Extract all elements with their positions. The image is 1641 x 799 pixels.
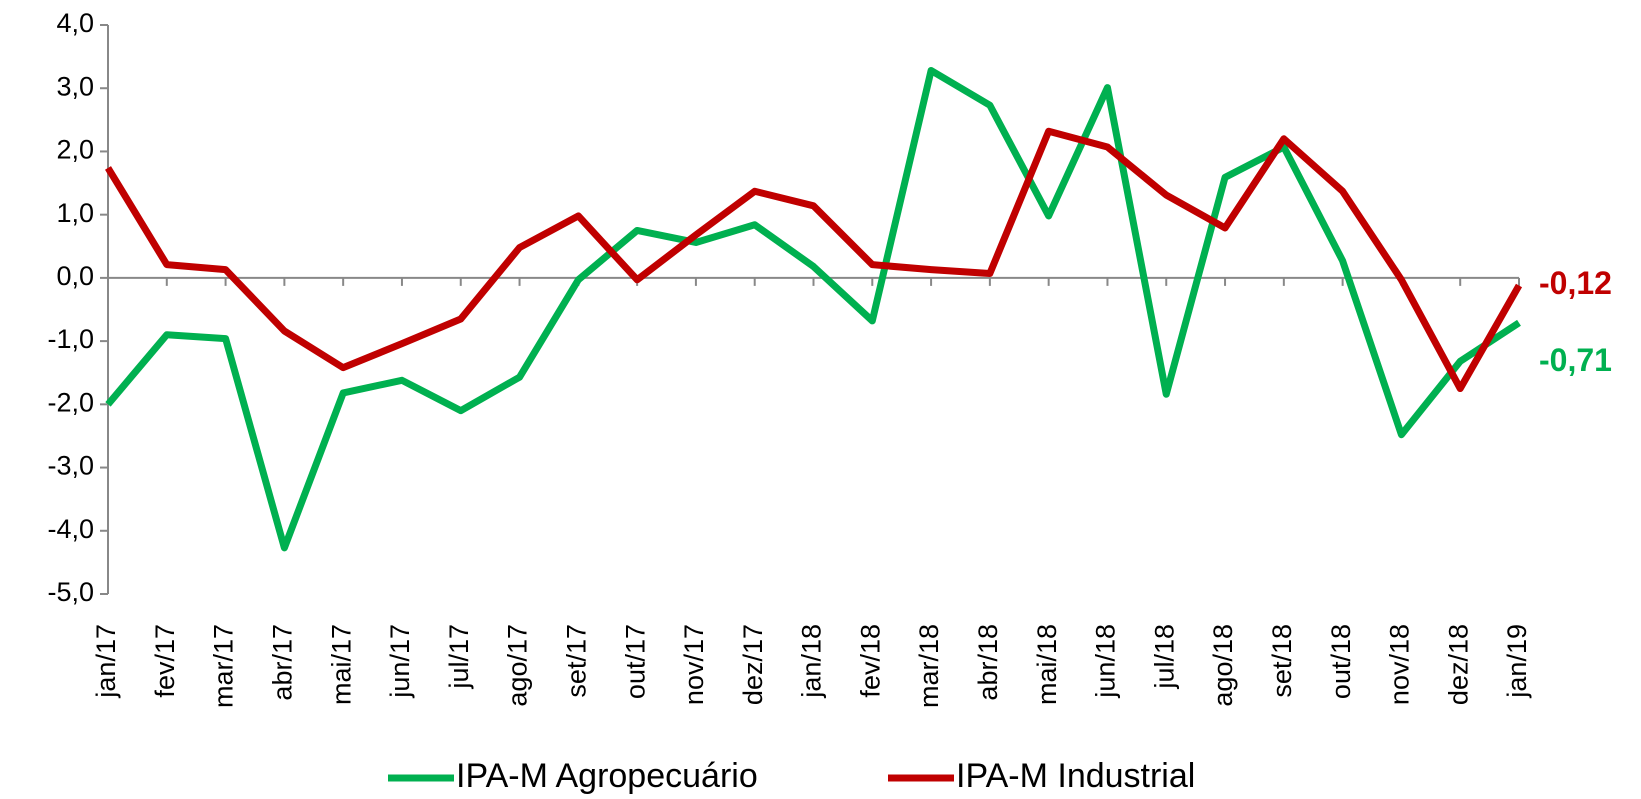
x-tick-label: nov/17 [679,624,709,705]
x-tick-label: set/18 [1267,624,1297,698]
y-tick-label: 3,0 [56,71,94,101]
x-tick-label: jun/17 [385,624,415,699]
x-tick-label: dez/18 [1443,624,1473,705]
x-tick-label: abr/17 [268,624,298,701]
series-line [105,67,1521,552]
x-tick-label: ago/17 [503,624,533,707]
y-tick-label: 4,0 [56,8,94,38]
y-tick-label: -4,0 [47,514,94,544]
x-tick-label: set/17 [561,624,591,698]
y-tick-label: 2,0 [56,135,94,165]
x-tick-label: fev/17 [150,624,180,698]
x-tick-label: fev/18 [855,624,885,698]
x-tick-label: mai/17 [326,624,356,705]
y-tick-label: -2,0 [47,387,94,417]
x-tick-label: mar/18 [914,624,944,708]
x-tick-label: out/18 [1326,624,1356,699]
x-tick-label: jul/18 [1149,624,1179,690]
y-tick-label: -5,0 [47,577,94,607]
x-tick-label: dez/17 [738,624,768,705]
y-tick-label: -1,0 [47,324,94,354]
x-tick-label: jan/19 [1502,624,1532,699]
y-tick-label: 0,0 [56,261,94,291]
x-tick-label: nov/18 [1385,624,1415,705]
x-tick-label: jul/17 [444,624,474,690]
x-tick-label: abr/18 [973,624,1003,701]
series-line [105,127,1523,393]
x-tick-label: out/17 [620,624,650,699]
x-tick-label: mai/18 [1032,624,1062,705]
value-label: -0,12 [1539,265,1612,301]
y-tick-label: -3,0 [47,451,94,481]
x-tick-label: ago/18 [1208,624,1238,707]
x-tick-label: jan/17 [91,624,121,699]
value-label: -0,71 [1539,342,1612,378]
legend-label: IPA-M Industrial [956,757,1195,795]
x-tick-label: mar/17 [209,624,239,708]
legend-label: IPA-M Agropecuário [456,757,758,795]
y-tick-label: 1,0 [56,198,94,228]
x-tick-label: jan/18 [797,624,827,699]
x-tick-label: jun/18 [1091,624,1121,699]
